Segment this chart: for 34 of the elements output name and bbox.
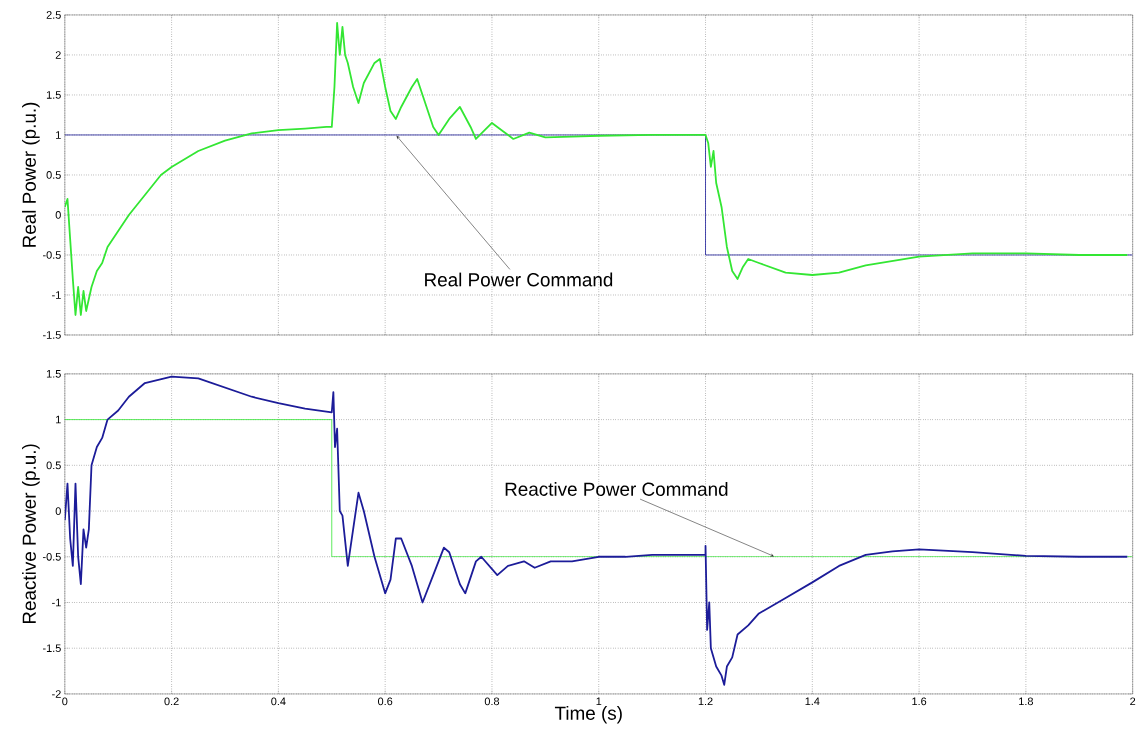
- y-tick-label: 1.5: [46, 370, 61, 378]
- y-tick-label: 1: [56, 131, 61, 139]
- y-tick-label: 0.5: [46, 461, 61, 470]
- y-tick-label: 1.5: [46, 91, 61, 99]
- y-tick-label: 1: [56, 415, 61, 424]
- x-tick-label: 0.2: [164, 697, 179, 706]
- x-axis-title: Time (s): [554, 706, 622, 724]
- x-tick-label: 0.8: [484, 697, 500, 706]
- annotation: Real Power Command: [425, 272, 613, 287]
- y-tick-label: -1.5: [42, 331, 61, 339]
- x-tick-label: 0.6: [378, 697, 393, 706]
- y-tick-label: -0.5: [42, 553, 61, 561]
- line-series: [64, 22, 1129, 316]
- y-tick-label: 0.5: [46, 171, 61, 179]
- y-axis-title: Real Power (p.u.): [22, 102, 40, 247]
- x-tick-label: 1.4: [805, 697, 820, 706]
- x-tick-label: 0: [62, 697, 68, 706]
- x-tick-label: 1.6: [912, 697, 927, 706]
- x-tick-label: 1.2: [698, 697, 713, 706]
- y-tick-label: -0.5: [42, 251, 61, 259]
- x-tick-label: 1.8: [1019, 697, 1033, 706]
- y-axis-title: Reactive Power (p.u.): [22, 444, 40, 624]
- x-tick-label: 1: [596, 697, 602, 706]
- x-tick-label: 2: [1130, 697, 1136, 706]
- y-tick-label: 2: [55, 51, 61, 59]
- y-tick-label: -2: [52, 690, 61, 698]
- y-tick-label: -1: [52, 291, 61, 299]
- annotation: Reactive Power Command: [505, 482, 728, 497]
- y-tick-label: -1: [52, 598, 61, 607]
- y-tick-label: -1.5: [42, 644, 61, 653]
- y-tick-label: 0: [55, 211, 61, 219]
- x-tick-label: 0.4: [271, 697, 286, 706]
- y-tick-label: 2.5: [46, 11, 61, 19]
- y-tick-label: 0: [55, 507, 61, 516]
